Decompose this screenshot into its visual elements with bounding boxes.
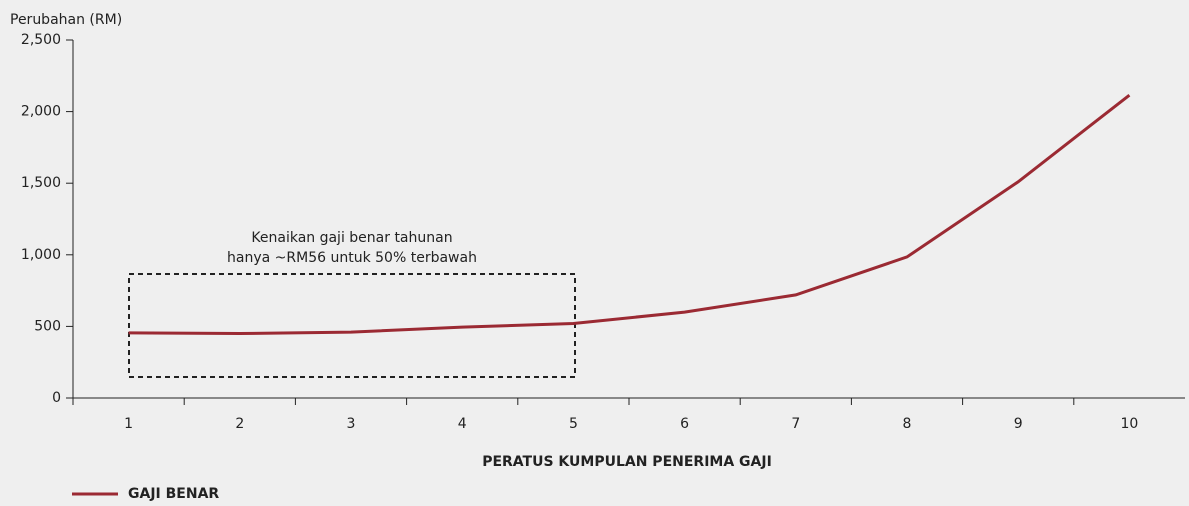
y-tick-label: 2,500	[21, 32, 61, 48]
x-tick-label: 1	[124, 416, 133, 432]
y-tick-label: 0	[52, 390, 61, 406]
annotation: hanya ~RM56 untuk 50% terbawah	[227, 250, 477, 266]
y-tick-label: 1,500	[21, 175, 61, 191]
x-tick-label: 2	[235, 416, 244, 432]
highlight-box	[128, 273, 576, 378]
x-tick-label: 5	[569, 416, 578, 432]
x-tick-label: 10	[1120, 416, 1138, 432]
x-axis-label: PERATUS KUMPULAN PENERIMA GAJI	[482, 454, 772, 470]
x-tick-label: 3	[347, 416, 356, 432]
x-tick-label: 9	[1014, 416, 1023, 432]
x-tick-label: 7	[791, 416, 800, 432]
y-tick-label: 500	[34, 318, 61, 334]
y-tick-label: 2,000	[21, 104, 61, 120]
line-series	[128, 93, 1131, 336]
x-tick-label: 6	[680, 416, 689, 432]
x-tick-label: 8	[903, 416, 912, 432]
annotation: Kenaikan gaji benar tahunan	[251, 230, 452, 246]
y-tick-label: 1,000	[21, 247, 61, 263]
y-axis-label: Perubahan (RM)	[10, 12, 122, 28]
x-tick-label: 4	[458, 416, 467, 432]
legend-label: GAJI BENAR	[128, 486, 219, 502]
